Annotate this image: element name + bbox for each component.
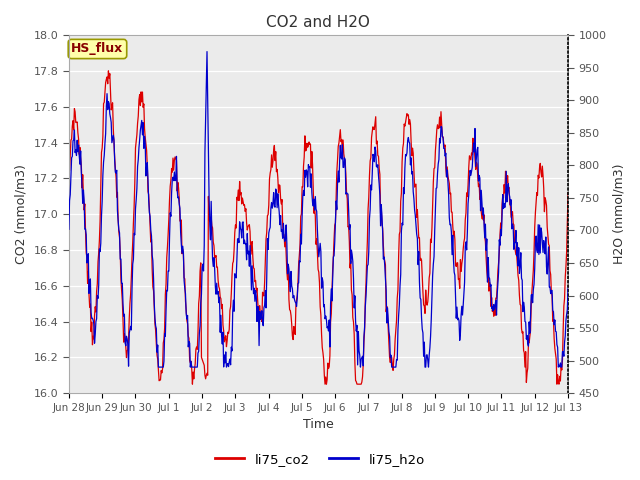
Legend: li75_co2, li75_h2o: li75_co2, li75_h2o: [209, 447, 431, 471]
Y-axis label: CO2 (mmol/m3): CO2 (mmol/m3): [15, 164, 28, 264]
Title: CO2 and H2O: CO2 and H2O: [266, 15, 371, 30]
X-axis label: Time: Time: [303, 419, 334, 432]
Y-axis label: H2O (mmol/m3): H2O (mmol/m3): [612, 164, 625, 264]
Text: HS_flux: HS_flux: [71, 43, 124, 56]
